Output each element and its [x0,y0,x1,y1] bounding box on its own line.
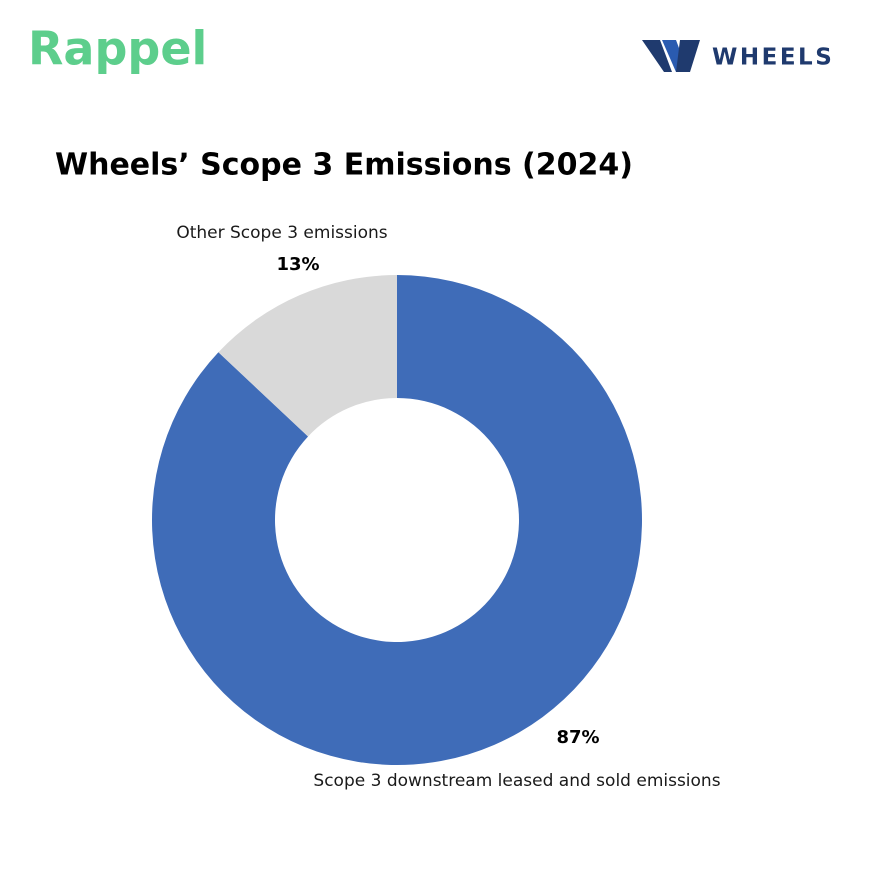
value-label: 13% [276,254,319,275]
donut-slice [218,275,397,437]
rappel-logo: Rappel [28,22,207,76]
chart-title: Wheels’ Scope 3 Emissions (2024) [55,148,633,183]
donut-slice [151,275,642,765]
category-label: Scope 3 downstream leased and sold emiss… [313,771,720,791]
value-label: 87% [556,727,599,748]
wheels-logo-mark [642,40,700,72]
wheels-logo-text: WHEELS [712,45,834,71]
category-label: Other Scope 3 emissions [176,223,387,243]
